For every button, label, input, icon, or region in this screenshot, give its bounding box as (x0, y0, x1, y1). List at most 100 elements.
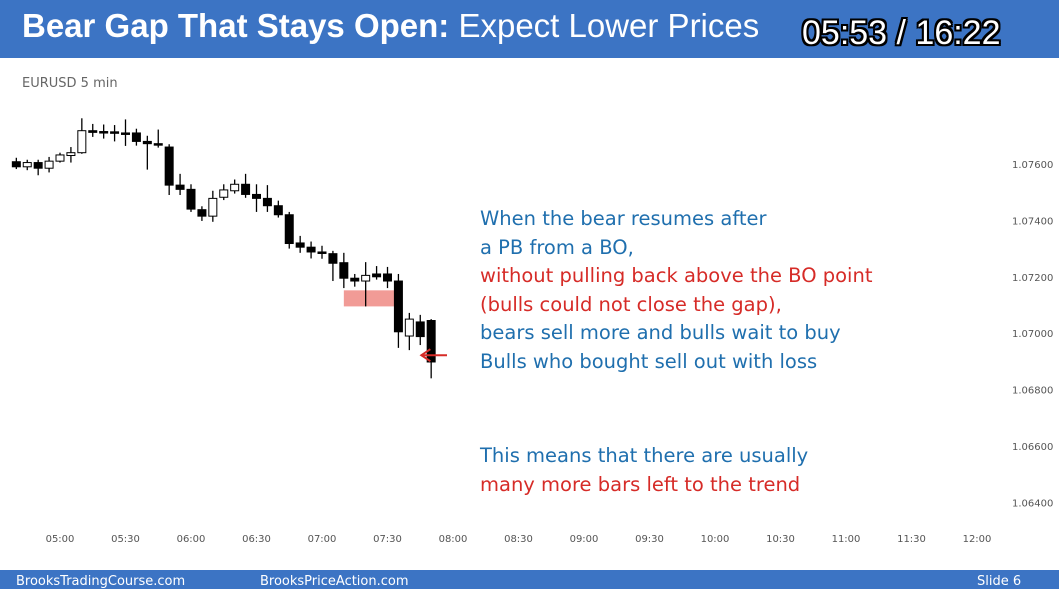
y-tick-label: 1.06800 (1012, 386, 1053, 397)
candle-body (99, 131, 109, 134)
candlestick-chart: 1.07600 1.07400 1.07200 1.07000 1.06800 1.066… (11, 118, 1053, 545)
candle-body (208, 197, 218, 217)
candle (230, 179, 240, 194)
annotation-block-main: When the bear resumes after a PB from a B… (480, 205, 872, 376)
candle-body (404, 318, 414, 337)
candle (175, 173, 185, 195)
candle-body (350, 277, 360, 282)
x-tick-label: 08:00 (439, 534, 468, 545)
annotation-line: a PB from a BO, (480, 235, 634, 259)
candles (11, 118, 436, 379)
candle-body (142, 140, 152, 145)
candle (404, 312, 414, 351)
x-tick-label: 07:30 (373, 534, 402, 545)
candle-body (262, 197, 272, 207)
footer-left-site: BrooksTradingCourse.com (16, 574, 186, 589)
candle (306, 241, 316, 259)
candle (11, 157, 21, 170)
candle (241, 173, 251, 198)
candle-body (11, 161, 21, 168)
candle (393, 273, 403, 348)
candle (66, 147, 76, 163)
candle (22, 159, 32, 171)
annotation-line: When the bear resumes after (480, 207, 767, 230)
candle-body (372, 273, 382, 278)
candle-body (153, 143, 163, 146)
title-regular-part: Expect Lower Prices (458, 7, 760, 44)
video-timer: 05:53 / 16:22 (802, 14, 1001, 52)
y-tick-label: 1.06400 (1012, 498, 1053, 509)
candle (164, 144, 174, 195)
slide-number: Slide 6 (977, 574, 1022, 589)
candle (88, 123, 98, 137)
candle (372, 266, 382, 280)
candle-body (415, 321, 425, 338)
candle (415, 314, 425, 346)
candle-body (22, 162, 32, 168)
title-bold-part: Bear Gap That Stays Open: (22, 7, 450, 44)
x-tick-label: 08:30 (504, 534, 533, 545)
title-bar: Bear Gap That Stays Open: Expect Lower P… (0, 0, 1059, 58)
candle (383, 266, 392, 289)
candle (44, 156, 54, 173)
candle (273, 200, 283, 218)
candle-body (339, 262, 349, 279)
candle-body (55, 154, 65, 162)
arrow-head (419, 348, 431, 363)
candle (295, 235, 305, 253)
x-tick-label: 06:30 (242, 534, 271, 545)
annotation-line: Bulls who bought sell out with loss (480, 349, 818, 373)
candle (426, 319, 436, 379)
candle-body (383, 273, 392, 282)
candle-body (88, 130, 98, 133)
footer-bar: BrooksTradingCourse.com BrooksPriceActio… (0, 570, 1059, 589)
x-tick-label: 09:30 (635, 534, 664, 545)
annotation-line: (bulls could not close the gap), (480, 292, 782, 316)
y-tick-label: 1.07000 (1012, 329, 1053, 340)
annotation-line: This means that there are usually (480, 444, 809, 467)
annotation-line: without pulling back above the BO point (480, 264, 873, 287)
x-tick-label: 05:30 (111, 534, 140, 545)
x-tick-label: 11:00 (832, 534, 861, 545)
candle (252, 184, 261, 212)
candle (197, 206, 207, 221)
x-tick-label: 10:00 (701, 534, 730, 545)
candle-body (131, 132, 141, 142)
candle (186, 184, 196, 212)
y-tick-label: 1.07400 (1012, 216, 1053, 227)
candle (317, 245, 327, 259)
candle-body (77, 130, 87, 154)
x-tick-label: 05:00 (46, 534, 75, 545)
x-tick-label: 10:30 (766, 534, 795, 545)
candle (110, 125, 120, 142)
x-tick-label: 12:00 (963, 534, 992, 545)
candle-body (186, 188, 196, 210)
candle (77, 118, 87, 154)
candle-body (164, 146, 174, 186)
y-tick-label: 1.07200 (1012, 273, 1053, 284)
candle (219, 184, 229, 201)
candle-body (328, 253, 338, 264)
annotation-line: bears sell more and bulls wait to buy (480, 321, 841, 344)
candle-body (361, 274, 371, 282)
x-tick-label: 06:00 (177, 534, 206, 545)
x-tick-label: 07:00 (308, 534, 337, 545)
candle (142, 135, 152, 170)
candle-body (426, 320, 436, 363)
candle (262, 185, 272, 212)
candle-body (44, 160, 54, 169)
candle (99, 124, 109, 139)
candle (361, 262, 371, 307)
candle-body (66, 152, 76, 157)
candle (350, 273, 360, 287)
y-axis-ticks: 1.07600 1.07400 1.07200 1.07000 1.06800 1.066… (1012, 160, 1053, 509)
candle (55, 152, 65, 163)
candle (153, 129, 163, 148)
x-tick-label: 09:00 (570, 534, 599, 545)
candle-body (110, 131, 120, 134)
slide-title: Bear Gap That Stays Open: Expect Lower P… (22, 7, 759, 45)
candle (208, 190, 218, 222)
x-axis-ticks: 05:00 05:30 06:00 06:30 07:00 07:30 08:00 08:30… (46, 534, 992, 545)
candle-body (33, 162, 43, 169)
candle-body (197, 209, 207, 217)
